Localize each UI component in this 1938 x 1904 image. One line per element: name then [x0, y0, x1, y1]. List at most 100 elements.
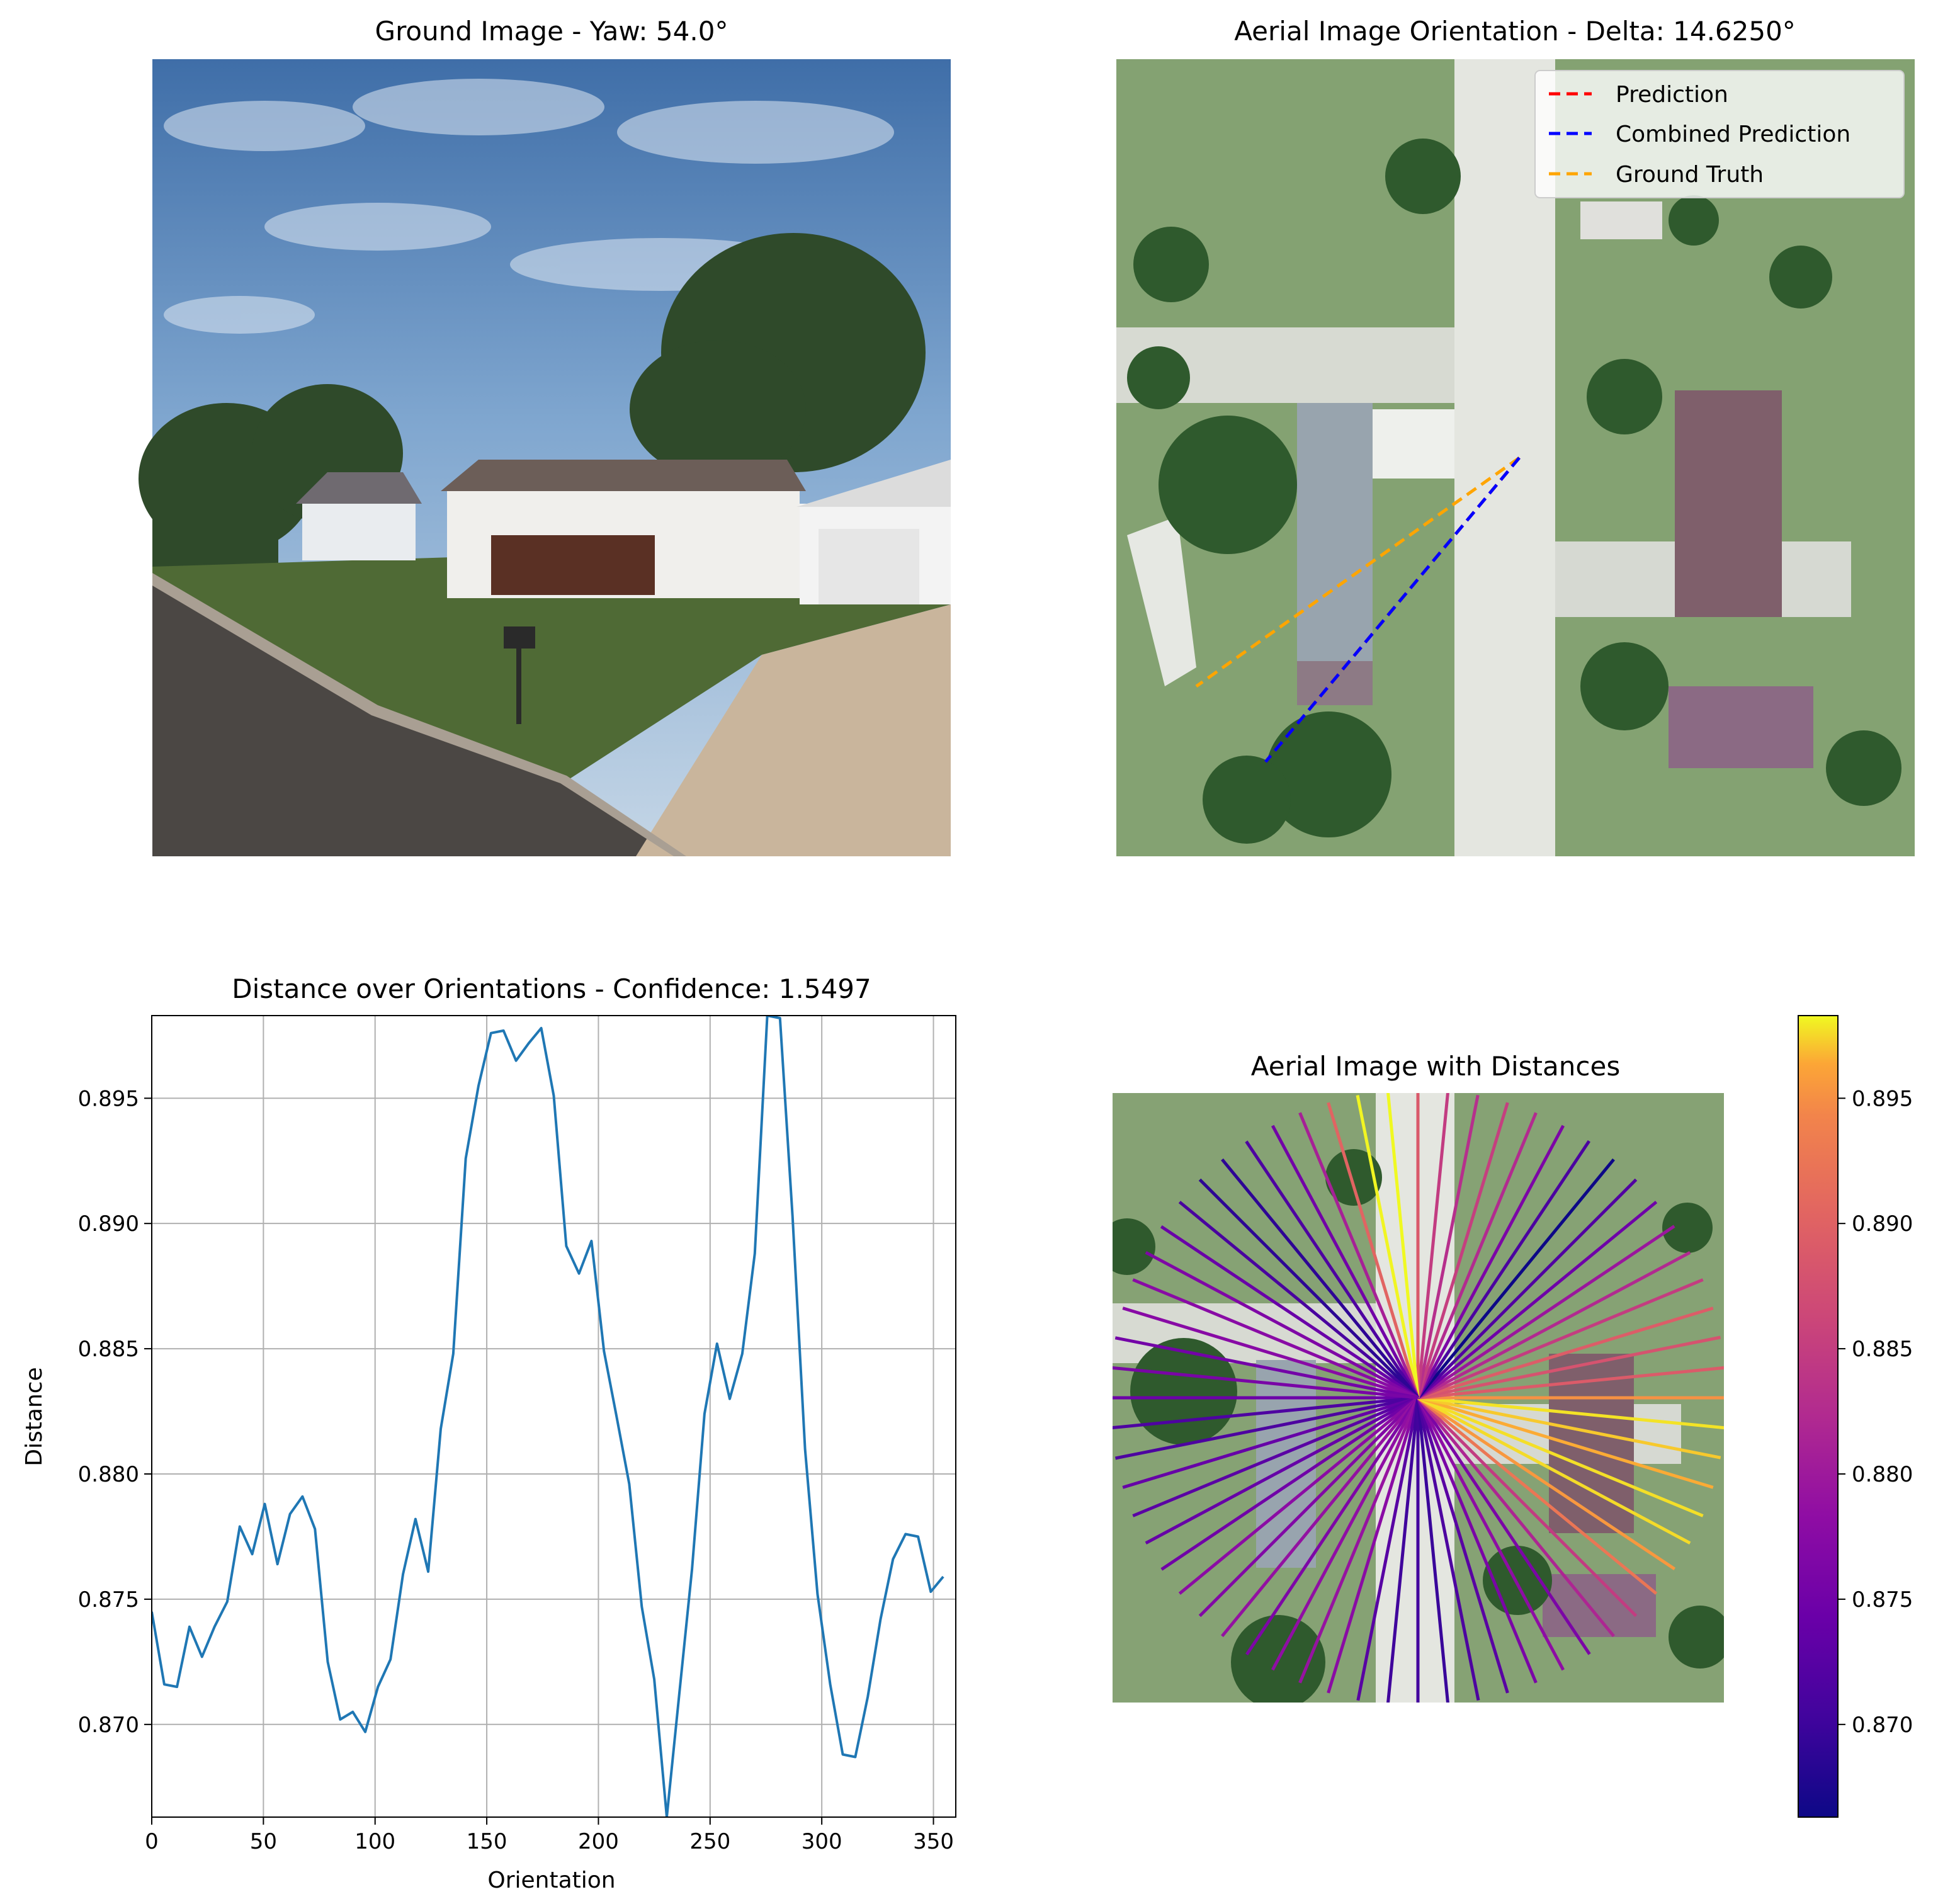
- distance-ray: [1327, 1397, 1420, 1694]
- distance-ray: [1132, 1278, 1419, 1400]
- distance-ray: [1417, 1250, 1691, 1400]
- distance-ray: [1416, 1397, 1509, 1694]
- distance-ray: [1416, 1112, 1538, 1398]
- line-chart-title: Distance over Orientations - Confidence:…: [232, 973, 871, 1004]
- distance-ray: [1386, 1397, 1420, 1703]
- distance-ray: [1386, 1093, 1420, 1398]
- x-tick-label: 50: [250, 1829, 277, 1854]
- x-tick-label: 200: [578, 1829, 619, 1854]
- x-tick-label: 300: [802, 1829, 842, 1854]
- distance-ray: [1271, 1125, 1420, 1399]
- y-tick-label: 0.885: [78, 1337, 139, 1362]
- x-tick-label: 150: [467, 1829, 507, 1854]
- colorbar: [1798, 1015, 1839, 1818]
- legend: Prediction Combined Prediction Ground Tr…: [1534, 70, 1905, 198]
- distance-ray: [1417, 1396, 1691, 1545]
- legend-item-combined-prediction: Combined Prediction: [1549, 122, 1850, 147]
- distance-ray: [1178, 1201, 1419, 1399]
- distance-ray: [1417, 1335, 1721, 1400]
- distance-ray: [1417, 1397, 1658, 1595]
- x-tick-label: 350: [913, 1829, 954, 1854]
- distance-ray: [1327, 1102, 1420, 1398]
- distance-ray: [1114, 1336, 1419, 1400]
- distance-ray: [1298, 1112, 1420, 1398]
- legend-label-ground-truth: Ground Truth: [1616, 162, 1764, 188]
- ground-image-title: Ground Image - Yaw: 54.0°: [375, 16, 728, 47]
- distance-ray: [1417, 1397, 1638, 1618]
- colorbar-tick-label: 0.885: [1852, 1337, 1913, 1362]
- distance-ray: [1416, 1397, 1480, 1701]
- legend-label-combined-prediction: Combined Prediction: [1616, 122, 1850, 147]
- x-tick-label: 100: [354, 1829, 395, 1854]
- distance-ray: [1416, 1397, 1449, 1703]
- polar-title: Aerial Image with Distances: [1251, 1051, 1620, 1082]
- distance-ray: [1178, 1397, 1419, 1595]
- line-chart-frame: [151, 1015, 956, 1818]
- distance-ray: [1417, 1225, 1675, 1400]
- distance-ray: [1198, 1397, 1419, 1618]
- aerial-orientation-title: Aerial Image Orientation - Delta: 14.625…: [1234, 16, 1796, 47]
- distance-ray: [1416, 1102, 1509, 1398]
- distance-ray: [1417, 1178, 1638, 1399]
- distance-ray: [1122, 1396, 1419, 1489]
- ground-truth-line: [1195, 456, 1521, 688]
- distance-ray: [1122, 1306, 1419, 1400]
- distance-ray: [1221, 1158, 1419, 1399]
- distance-ray: [1417, 1396, 1714, 1489]
- x-tick-label: 250: [689, 1829, 730, 1854]
- distance-ray: [1298, 1397, 1420, 1684]
- colorbar-tick-label: 0.895: [1852, 1086, 1913, 1111]
- distance-ray: [1416, 1094, 1480, 1398]
- distance-ray: [1356, 1095, 1420, 1398]
- distance-ray: [1417, 1396, 1676, 1570]
- distance-ray: [1416, 1397, 1591, 1655]
- distance-ray: [1113, 1366, 1419, 1400]
- distance-ray: [1417, 1396, 1724, 1430]
- distance-ray: [1145, 1396, 1419, 1545]
- distance-ray: [1416, 1125, 1565, 1399]
- y-tick-label: 0.880: [78, 1462, 139, 1487]
- distance-ray: [1417, 1366, 1724, 1400]
- ground-image: [139, 59, 951, 856]
- distance-ray: [1221, 1397, 1419, 1638]
- x-tick-label: 0: [145, 1829, 159, 1854]
- line-chart-ticks: 0 50 100 150 200 250 300 350 0.870 0.875 0.880 0.88…: [78, 1086, 954, 1854]
- y-tick-label: 0.890: [78, 1211, 139, 1237]
- line-chart-grid: [151, 1016, 956, 1817]
- distance-ray: [1145, 1250, 1419, 1400]
- distance-ray: [1417, 1158, 1615, 1399]
- distance-ray: [1132, 1396, 1419, 1517]
- colorbar-tick-label: 0.880: [1852, 1462, 1913, 1487]
- distance-ray: [1417, 1397, 1615, 1638]
- distance-ray: [1416, 1140, 1590, 1399]
- line-chart-series: [152, 1016, 944, 1817]
- distance-ray: [1271, 1397, 1420, 1671]
- x-axis-label: Orientation: [487, 1867, 615, 1893]
- distance-ray: [1417, 1278, 1704, 1400]
- y-tick-label: 0.875: [78, 1587, 139, 1612]
- colorbar-tick-label: 0.870: [1852, 1713, 1913, 1738]
- distance-ray: [1160, 1225, 1419, 1400]
- distance-ray: [1417, 1396, 1721, 1459]
- colorbar-tick-label: 0.890: [1852, 1211, 1913, 1237]
- y-tick-label: 0.870: [78, 1713, 139, 1738]
- y-axis-label: Distance: [21, 1367, 47, 1466]
- distance-ray: [1416, 1397, 1538, 1684]
- colorbar-ticks: 0.870 0.875 0.880 0.885 0.890 0.895: [1838, 1086, 1913, 1738]
- legend-item-prediction: Prediction: [1549, 82, 1728, 108]
- distance-ray: [1417, 1201, 1658, 1399]
- polar-rays: [1113, 1093, 1724, 1703]
- legend-item-ground-truth: Ground Truth: [1549, 162, 1764, 188]
- distance-ray: [1245, 1140, 1420, 1399]
- combined-prediction-line: [1264, 456, 1521, 763]
- colorbar-tick-label: 0.875: [1852, 1587, 1913, 1612]
- distance-ray: [1416, 1093, 1449, 1398]
- distance-series-line: [152, 1016, 944, 1817]
- distance-ray: [1245, 1397, 1420, 1656]
- distance-ray: [1115, 1396, 1419, 1460]
- orientation-lines: [1195, 456, 1521, 763]
- distance-ray: [1417, 1306, 1714, 1400]
- distance-ray: [1356, 1397, 1420, 1701]
- distance-ray: [1198, 1178, 1419, 1399]
